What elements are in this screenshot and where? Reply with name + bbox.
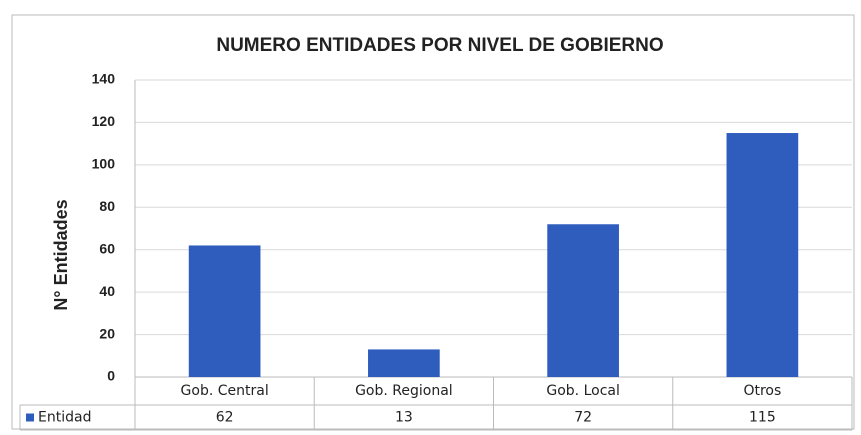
legend-label: Entidad xyxy=(38,410,91,426)
y-tick-label: 80 xyxy=(99,198,115,214)
x-tick-label: Gob. Local xyxy=(546,383,620,399)
y-tick-label: 120 xyxy=(92,113,116,129)
bar xyxy=(726,133,799,377)
y-tick-label: 100 xyxy=(92,156,116,172)
x-tick-label: Otros xyxy=(743,383,781,399)
bar xyxy=(547,224,619,377)
table-value: 115 xyxy=(749,410,776,426)
y-tick-label: 40 xyxy=(99,283,115,299)
y-tick-label: 140 xyxy=(92,71,116,87)
chart-title: NUMERO ENTIDADES POR NIVEL DE GOBIERNO xyxy=(216,35,663,56)
bar xyxy=(188,245,261,377)
bar xyxy=(368,349,440,377)
table-value: 72 xyxy=(574,410,592,426)
y-tick-label: 60 xyxy=(99,240,115,256)
y-axis-label: N° Entidades xyxy=(51,199,71,310)
x-tick-label: Gob. Regional xyxy=(355,383,453,399)
y-tick-label: 20 xyxy=(99,325,115,341)
y-tick-label: 0 xyxy=(107,368,115,384)
x-tick-label: Gob. Central xyxy=(181,383,269,399)
legend-swatch xyxy=(26,413,34,422)
table-value: 62 xyxy=(216,410,234,426)
table-value: 13 xyxy=(395,410,413,426)
